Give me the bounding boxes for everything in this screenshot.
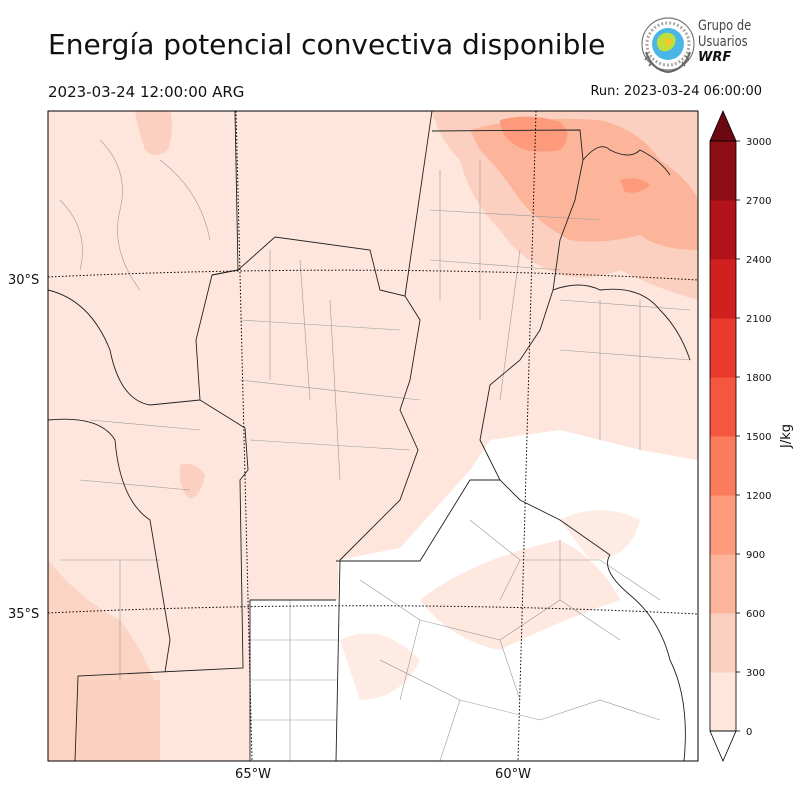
- globe-emblem-icon: [641, 17, 695, 74]
- lon-label-65w: 65°W: [235, 767, 271, 782]
- parallel-30s: [48, 269, 698, 281]
- logo-line-2: Usuarios: [698, 34, 748, 50]
- department-boundaries: [59, 139, 691, 761]
- colorbar-label: J/kg: [779, 424, 794, 449]
- colorbar-tick-label: 300: [746, 668, 765, 679]
- map-title: Energía potencial convectiva disponible: [48, 28, 606, 61]
- province-boundaries: [48, 111, 691, 761]
- colorbar-band: [710, 436, 736, 496]
- colorbar-tick-label: 2100: [746, 314, 771, 325]
- cape-contour-900: [620, 178, 650, 193]
- colorbar-band: [710, 613, 736, 673]
- colorbar-band: [710, 141, 736, 201]
- lat-label-35s: 35°S: [8, 607, 39, 622]
- colorbar-tick-label: 900: [746, 550, 765, 561]
- colorbar-band: [710, 318, 736, 378]
- graticule: [48, 111, 698, 761]
- colorbar-extend-min: [709, 730, 737, 763]
- colorbar-band: [710, 259, 736, 319]
- lat-label-30s: 30°S: [8, 273, 39, 288]
- colorbar-tick-label: 2400: [746, 255, 771, 266]
- lon-label-60w: 60°W: [495, 767, 531, 782]
- colorbar-tick-label: 0: [746, 727, 752, 738]
- colorbar-band: [710, 377, 736, 437]
- colorbar-band: [710, 672, 736, 732]
- colorbar-band: [710, 495, 736, 555]
- colorbar-tick-label: 3000: [746, 137, 771, 148]
- wrf-users-logo: Grupo de Usuarios WRF: [638, 16, 778, 76]
- map-frame: [47, 110, 699, 762]
- colorbar-tick-label: 1800: [746, 373, 771, 384]
- parallel-35s: [48, 605, 698, 615]
- cape-field: [48, 111, 698, 761]
- cape-patch: [420, 540, 620, 650]
- colorbar: 0 300 600 900 1200 1500 1800 2100 2400 2700 3000: [709, 109, 771, 763]
- colorbar-extend-max: [709, 109, 737, 142]
- cape-contour-600: [470, 118, 698, 250]
- cape-contour-300: [78, 680, 160, 761]
- colorbar-band: [710, 200, 736, 260]
- valid-time: 2023-03-24 12:00:00 ARG: [48, 83, 245, 101]
- cape-contour-900: [500, 116, 568, 152]
- logo-line-3: WRF: [698, 50, 732, 65]
- cape-patch: [560, 510, 640, 560]
- colorbar-tick-label: 1200: [746, 491, 771, 502]
- colorbar-tick-label: 1500: [746, 432, 771, 443]
- cape-patch: [340, 633, 420, 700]
- logo-line-1: Grupo de: [698, 18, 752, 34]
- cape-contour-300: [135, 111, 173, 155]
- colorbar-tick-label: 2700: [746, 196, 771, 207]
- colorbar-tick-label: 600: [746, 609, 765, 620]
- colorbar-band: [710, 554, 736, 614]
- run-time: Run: 2023-03-24 06:00:00: [590, 84, 762, 99]
